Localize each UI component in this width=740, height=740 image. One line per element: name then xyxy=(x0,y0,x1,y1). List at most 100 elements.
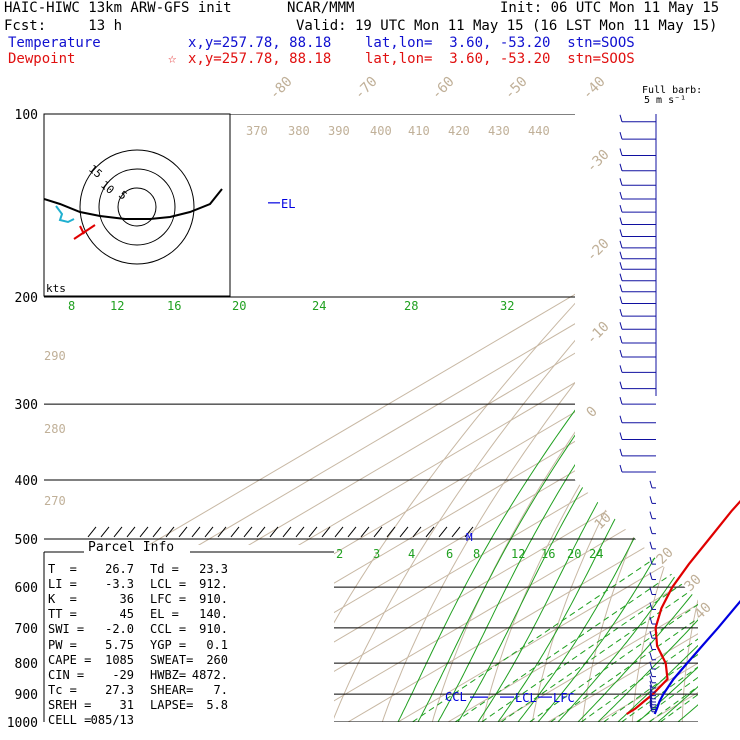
mixing-ratio-label: 20 xyxy=(567,547,581,561)
wind-barb xyxy=(649,587,656,595)
lcl-marker-label: LCL xyxy=(515,691,537,705)
mixing-ratio-line xyxy=(636,296,698,722)
parcel-info-cell: T = xyxy=(48,562,77,576)
parcel-info-cell: -2.0 xyxy=(105,622,134,637)
wind-barb xyxy=(649,669,656,678)
wind-barb-feather xyxy=(619,132,623,140)
level-hatch xyxy=(308,526,318,538)
wind-barb xyxy=(619,335,656,344)
level-hatch xyxy=(425,526,435,538)
dry-adiabat-line xyxy=(431,114,698,722)
isotherm-line xyxy=(497,114,698,722)
wind-barb-feather xyxy=(619,114,623,122)
level-hatch xyxy=(217,526,227,538)
mixing-ratio-line xyxy=(621,296,698,722)
level-hatch xyxy=(243,526,253,538)
mixing-ratio-line xyxy=(603,296,698,722)
dry-adiabat-line xyxy=(331,114,698,722)
wind-barb xyxy=(619,464,656,473)
moist-adiabat-line xyxy=(577,296,698,722)
moist-adiabat-line xyxy=(477,296,698,722)
wind-barb xyxy=(649,480,656,489)
wet-bulb-marker: M xyxy=(466,531,473,544)
dewpoint-legend: Dewpoint xyxy=(8,51,76,67)
parcel-info-cell: 26.7 xyxy=(105,562,134,576)
level-hatch xyxy=(373,526,383,538)
wind-barb-feather xyxy=(649,496,653,504)
level-hatch xyxy=(256,526,266,538)
isotherm-label: -60 xyxy=(429,74,458,103)
parcel-info-cell: 085/13 xyxy=(90,713,134,727)
parcel-info-cell: 36 xyxy=(119,592,134,607)
pressure-tick-label: 900 xyxy=(15,688,38,703)
wind-barb-feather xyxy=(649,661,653,670)
wind-barb-feather xyxy=(619,191,623,200)
wind-barb xyxy=(619,262,656,270)
wind-barb xyxy=(649,511,656,520)
wind-barb xyxy=(649,602,656,610)
wind-barb xyxy=(619,191,656,200)
parcel-info-cell: 260 xyxy=(206,652,228,667)
init-time: Init: 06 UTC Mon 11 May 15 xyxy=(500,0,720,16)
parcel-info-cell: 0.1 xyxy=(206,637,228,652)
theta-label: 370 xyxy=(246,124,268,138)
wind-barb xyxy=(619,448,656,457)
hodograph-ring xyxy=(117,187,157,227)
parcel-info-cell: LAPSE= xyxy=(150,697,194,712)
wind-barb xyxy=(619,114,656,123)
storm-motion-tick xyxy=(79,225,85,235)
mixing-ratio-line xyxy=(481,296,698,722)
wind-barb xyxy=(649,694,656,703)
parcel-info-cell: 910. xyxy=(199,622,228,637)
isotherm-label: -50 xyxy=(502,74,531,103)
valid-time: Valid: 19 UTC Mon 11 May 15 (16 LST Mon … xyxy=(296,18,718,34)
isotherm-line xyxy=(397,114,698,722)
mixing-ratio-label: 6 xyxy=(446,547,453,561)
theta-label: 380 xyxy=(288,124,310,138)
moist-adiabat-line xyxy=(617,296,698,722)
wind-barb xyxy=(649,700,656,708)
isotherm-line xyxy=(44,114,698,722)
parcel-info-cell: PW = xyxy=(48,637,77,652)
hodograph-ring xyxy=(79,149,195,265)
barb-legend-title: Full barb: xyxy=(642,85,703,96)
moist-adiabat-line xyxy=(517,296,698,722)
wind-barb-feather xyxy=(649,669,653,677)
wind-barb-feather xyxy=(619,229,623,237)
level-hatch xyxy=(113,526,123,538)
dry-adiabat-line xyxy=(732,114,740,722)
wind-barb-feather xyxy=(619,251,623,259)
pressure-tick-label: 400 xyxy=(15,474,38,489)
wind-barb-feather xyxy=(619,296,623,304)
parcel-info-cell: SWEAT= xyxy=(150,652,194,667)
dry-adiabat-line xyxy=(281,114,698,722)
isotherm-line xyxy=(197,114,698,722)
wind-barb-feather xyxy=(649,616,653,625)
wind-barb xyxy=(649,704,656,713)
level-hatch xyxy=(464,526,474,538)
parcel-info-cell: 5.8 xyxy=(206,697,228,712)
level-hatch xyxy=(321,526,331,538)
wind-barb-feather xyxy=(649,480,653,488)
level-hatch xyxy=(386,526,396,538)
model-title: HAIC-HIWC 13km ARW-GFS init xyxy=(4,0,232,16)
wind-barb-feather xyxy=(619,349,623,358)
wind-barb xyxy=(649,557,656,565)
pressure-tick-label: 800 xyxy=(15,657,38,672)
wind-barb-feather xyxy=(619,432,623,440)
wind-barb-feather xyxy=(619,204,623,213)
level-hatch xyxy=(347,526,357,538)
parcel-info-cell: CIN = xyxy=(48,667,85,682)
wind-barb-feather xyxy=(619,273,623,281)
wind-barb xyxy=(649,661,656,670)
mixing-ratio-label: 24 xyxy=(589,547,603,561)
isotherm-label: 20 xyxy=(654,545,677,568)
wind-barb-feather xyxy=(649,684,653,693)
hodograph-box xyxy=(43,113,231,297)
isotherm-label: 40 xyxy=(692,600,715,623)
parcel-info-title: Parcel Info xyxy=(88,540,175,555)
level-hatch xyxy=(139,526,149,538)
parcel-info-cell: SHEAR= xyxy=(150,682,194,697)
barb-legend-units: 5 m s⁻¹ xyxy=(644,95,687,106)
wind-barb-feather xyxy=(619,217,623,225)
